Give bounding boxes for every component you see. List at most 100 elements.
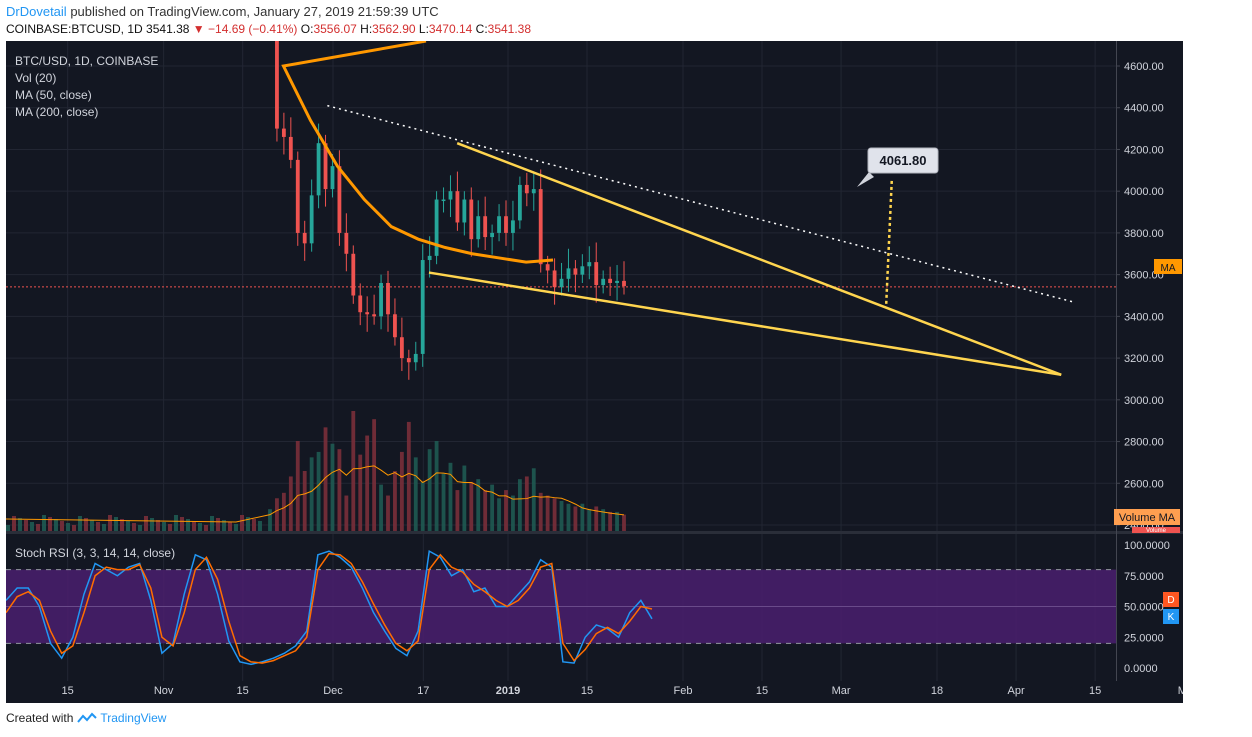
down-arrow-icon: ▼ (192, 22, 205, 36)
time-tick-label: Dec (323, 685, 343, 697)
candle-body (295, 159, 300, 233)
volume-bar (413, 457, 418, 531)
time-tick-label: 15 (237, 685, 249, 697)
volume-bar (517, 479, 522, 531)
stoch-tick-label: 25.0000 (1124, 632, 1164, 644)
time-axis[interactable]: 15 Nov 15 Dec 17 2019 15 Feb 15 Mar 18 Apr 15 Ma (62, 685, 1194, 697)
candle-body (420, 260, 425, 354)
price-axis-background (1116, 41, 1183, 681)
candle-body (448, 191, 453, 200)
price-tick-label: 3200.00 (1124, 353, 1164, 365)
volume-bar (120, 519, 124, 531)
volume-bar (42, 515, 46, 531)
candle-body (517, 184, 522, 221)
candle-body (608, 278, 613, 283)
trendline-wedge-bottom (428, 271, 1062, 377)
high-label: H: (360, 22, 373, 36)
volume-bar (351, 411, 356, 531)
volume-bar (531, 468, 536, 531)
k-badge-text: K (1168, 612, 1175, 623)
candle-body (337, 166, 342, 233)
callout-box[interactable]: 4061.80 (857, 147, 939, 187)
volume-bar (323, 427, 328, 531)
volume-bar (240, 515, 244, 531)
candle-body (344, 232, 349, 254)
open-value: 3556.07 (313, 22, 357, 36)
candle-body (531, 189, 536, 194)
volume-bar (216, 518, 220, 531)
price-tick-label: 3800.00 (1124, 228, 1164, 240)
volume-bar (210, 516, 214, 531)
volume-bar (372, 419, 377, 531)
candle-body (434, 199, 439, 256)
time-tick-label: 15 (62, 685, 74, 697)
time-tick-label: 15 (756, 685, 768, 697)
volume-bar (150, 518, 154, 531)
volume-bar (84, 518, 88, 531)
candlesticks (275, 36, 626, 380)
candle-body (413, 353, 418, 363)
volume-bar (162, 522, 166, 531)
stoch-axis[interactable]: 0.0000 25.0000 50.0000 75.0000 100.0000 (1124, 540, 1170, 675)
chart-legend: BTC/USD, 1D, COINBASE Vol (20) MA (50, c… (15, 54, 158, 119)
volume-bar (96, 522, 100, 531)
time-tick-label: 18 (931, 685, 943, 697)
last-price: 3541.38 (146, 22, 190, 36)
d-badge-text: D (1167, 595, 1174, 606)
chart-container[interactable]: 4061.80 BTC/USD, 1D, COINBASE Vol (20) M… (5, 36, 1194, 703)
legend-symbol[interactable]: BTC/USD, 1D, COINBASE (15, 54, 158, 68)
candle-body (601, 278, 606, 286)
candle-body (469, 199, 474, 240)
volume-bar (399, 451, 404, 531)
price-tick-label: 3600.00 (1124, 270, 1164, 282)
legend-vol[interactable]: Vol (20) (15, 71, 56, 85)
candle-body (302, 232, 307, 244)
time-tick-label: 15 (1089, 685, 1101, 697)
candle-body (462, 199, 467, 223)
stoch-tick-label: 50.0000 (1124, 602, 1164, 614)
volume-bar (476, 479, 481, 531)
volume-ma-badge-background (1114, 509, 1180, 525)
candle-body (372, 314, 377, 317)
d-badge: D (1163, 592, 1179, 607)
volume-bar (483, 490, 488, 531)
price-chart[interactable]: 4061.80 BTC/USD, 1D, COINBASE Vol (20) M… (5, 36, 1194, 703)
volume-bar (168, 524, 172, 531)
price-grid (6, 65, 1116, 526)
volume-bar (186, 519, 190, 531)
volume-bar (545, 495, 550, 531)
volume-bar (455, 490, 460, 531)
legend-ma200[interactable]: MA (200, close) (15, 105, 98, 119)
volume-bar (72, 525, 76, 531)
candle-body (351, 253, 356, 296)
candle-body (497, 216, 501, 233)
volume-ma-line (5, 465, 625, 523)
candle-body (323, 143, 328, 190)
volume-bar (393, 471, 397, 531)
legend-ma50[interactable]: MA (50, close) (15, 88, 92, 102)
volume-bar (252, 519, 256, 531)
volume-bar (156, 520, 160, 531)
ma-badge-background (1154, 259, 1182, 274)
stoch-k-line (5, 549, 653, 666)
volume-bar (90, 520, 94, 531)
volume-bar (222, 520, 226, 531)
time-tick-label: 17 (417, 685, 429, 697)
time-tick-label: Nov (154, 685, 174, 697)
volume-bar (379, 484, 383, 531)
d-badge-background (1163, 592, 1179, 607)
price-tick-label: 4000.00 (1124, 186, 1164, 198)
high-value: 3562.90 (372, 22, 416, 36)
publish-line: DrDovetail published on TradingView.com,… (6, 4, 439, 19)
price-change: −14.69 (−0.41%) (208, 22, 298, 36)
stoch-legend[interactable]: Stoch RSI (3, 3, 14, 14, close) (15, 546, 175, 560)
candle-body (587, 262, 592, 267)
stoch-tick-label: 0.0000 (1124, 663, 1158, 675)
volume-bar (18, 518, 22, 531)
tradingview-link[interactable]: TradingView (100, 711, 167, 725)
trendlines[interactable] (327, 104, 1073, 377)
author-link[interactable]: DrDovetail (6, 4, 67, 19)
candle-body (559, 278, 564, 288)
volume-bar (234, 524, 238, 531)
candle-body (504, 216, 508, 233)
